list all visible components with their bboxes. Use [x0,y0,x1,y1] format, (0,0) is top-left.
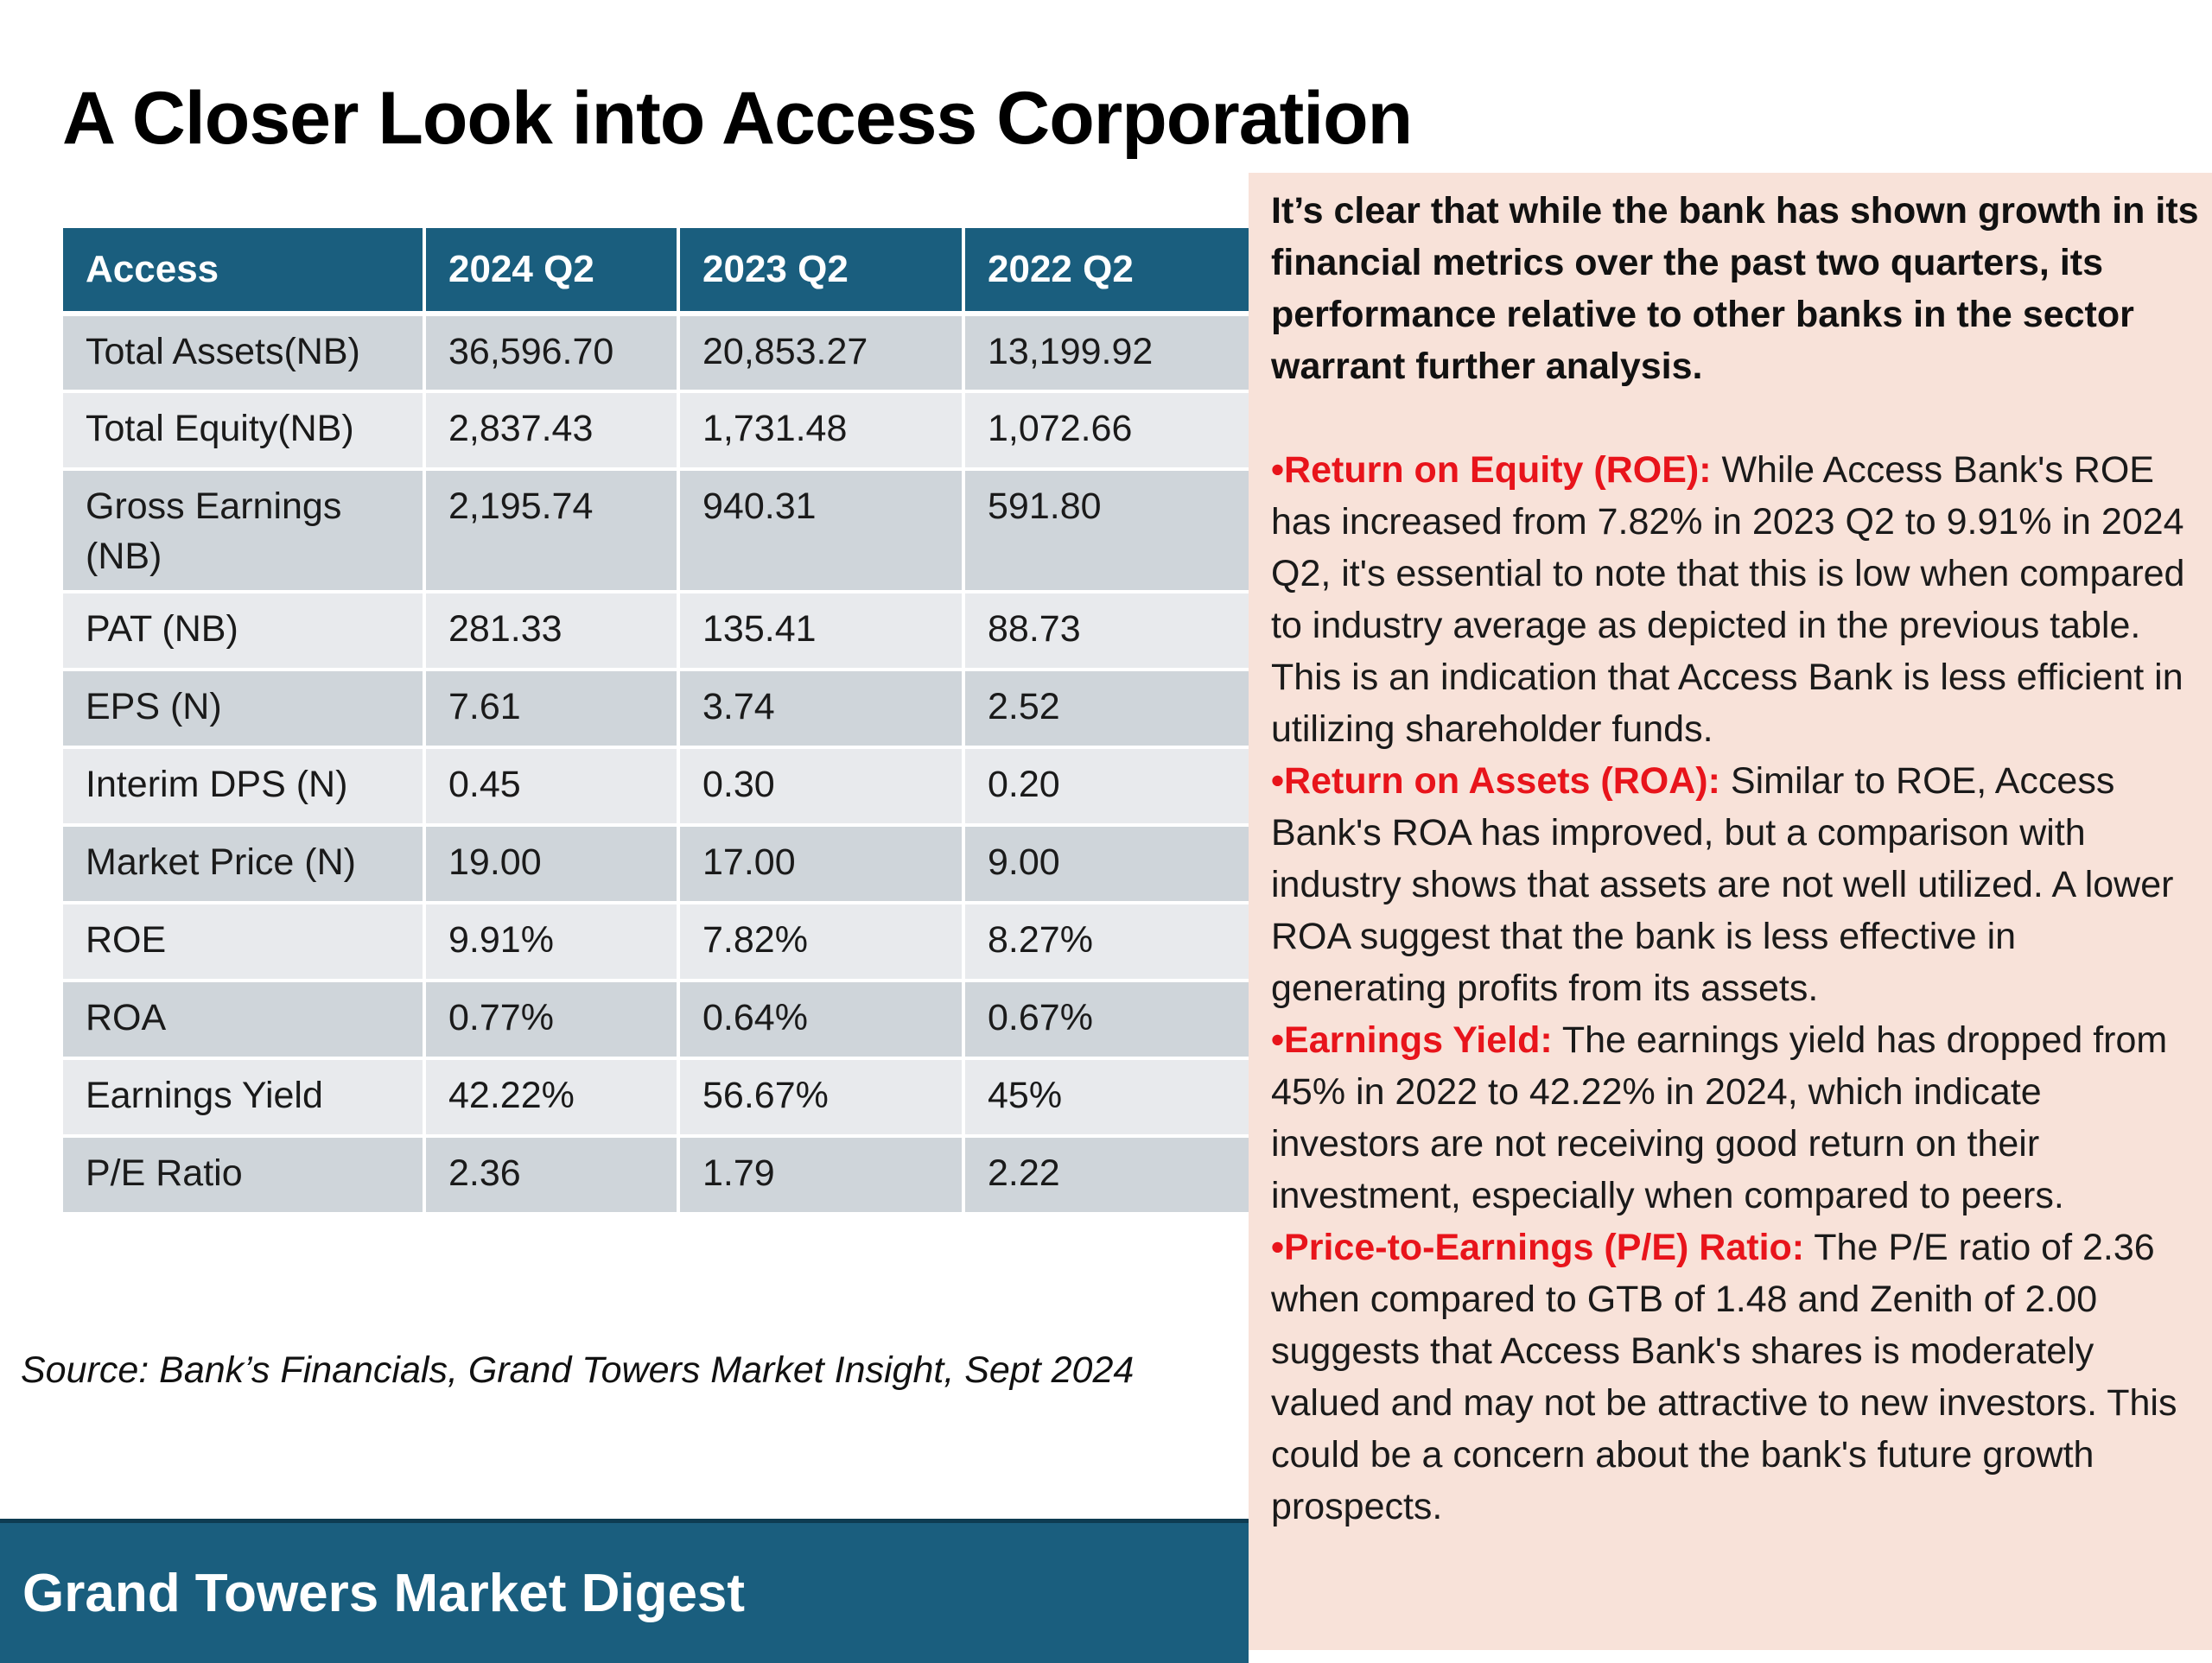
analysis-panel: It’s clear that while the bank has shown… [1249,173,2212,1650]
table-row: EPS (N) 7.61 3.74 2.52 [63,670,1249,749]
row-label: ROE [63,903,426,982]
cell-value: 0.20 [963,747,1249,827]
cell-value: 19.00 [424,825,680,904]
financials-table: Access 2024 Q2 2023 Q2 2022 Q2 Total Ass… [63,228,1249,1216]
page-title: A Closer Look into Access Corporation [62,77,1413,160]
bullet-text: Similar to ROE, Access Bank's ROA has im… [1271,760,2174,1009]
cell-value: 281.33 [424,592,680,671]
row-label: Gross Earnings (NB) [63,469,426,593]
source-note: Source: Bank’s Financials, Grand Towers … [21,1349,1135,1391]
column-header: Access [63,228,426,316]
cell-value: 2,195.74 [424,469,680,593]
cell-value: 135.41 [678,592,965,671]
table-row: Total Equity(NB) 2,837.43 1,731.48 1,072.66 [63,391,1249,471]
row-label: Total Assets(NB) [63,314,426,393]
cell-value: 1,731.48 [678,391,965,471]
cell-value: 8.27% [963,903,1249,982]
cell-value: 20,853.27 [678,314,965,393]
cell-value: 0.64% [678,981,965,1060]
table-row: Total Assets(NB) 36,596.70 20,853.27 13,199… [63,314,1249,393]
cell-value: 2.22 [963,1136,1249,1216]
cell-value: 13,199.92 [963,314,1249,393]
cell-value: 2.52 [963,670,1249,749]
row-label: Interim DPS (N) [63,747,426,827]
row-label: PAT (NB) [63,592,426,671]
bullet-text: The P/E ratio of 2.36 when compared to G… [1271,1227,2177,1527]
row-label: P/E Ratio [63,1136,426,1216]
cell-value: 7.82% [678,903,965,982]
table-header-row: Access 2024 Q2 2023 Q2 2022 Q2 [63,228,1249,316]
cell-value: 0.30 [678,747,965,827]
table-row: PAT (NB) 281.33 135.41 88.73 [63,592,1249,671]
analysis-bullet: •Price-to-Earnings (P/E) Ratio: The P/E … [1271,1222,2200,1533]
bullet-heading: •Earnings Yield: [1271,1019,1553,1061]
row-label: EPS (N) [63,670,426,749]
cell-value: 36,596.70 [424,314,680,393]
cell-value: 9.91% [424,903,680,982]
table-row: P/E Ratio 2.36 1.79 2.22 [63,1136,1249,1216]
row-label: ROA [63,981,426,1060]
cell-value: 7.61 [424,670,680,749]
bullet-heading: •Return on Assets (ROA): [1271,760,1720,802]
table-row: Earnings Yield 42.22% 56.67% 45% [63,1058,1249,1138]
bullet-text: The earnings yield has dropped from 45% … [1271,1019,2168,1216]
table-row: ROE 9.91% 7.82% 8.27% [63,903,1249,982]
cell-value: 0.67% [963,981,1249,1060]
row-label: Earnings Yield [63,1058,426,1138]
cell-value: 1,072.66 [963,391,1249,471]
table-row: Gross Earnings (NB) 2,195.74 940.31 591.80 [63,469,1249,593]
cell-value: 0.77% [424,981,680,1060]
cell-value: 0.45 [424,747,680,827]
row-label: Market Price (N) [63,825,426,904]
cell-value: 42.22% [424,1058,680,1138]
column-header: 2023 Q2 [678,228,965,316]
column-header: 2024 Q2 [424,228,680,316]
cell-value: 2,837.43 [424,391,680,471]
cell-value: 1.79 [678,1136,965,1216]
cell-value: 2.36 [424,1136,680,1216]
table-row: ROA 0.77% 0.64% 0.67% [63,981,1249,1060]
column-header: 2022 Q2 [963,228,1249,316]
analysis-bullet: •Return on Assets (ROA): Similar to ROE,… [1271,755,2200,1014]
cell-value: 56.67% [678,1058,965,1138]
analysis-bullet: •Earnings Yield: The earnings yield has … [1271,1014,2200,1222]
table-row: Interim DPS (N) 0.45 0.30 0.20 [63,747,1249,827]
cell-value: 17.00 [678,825,965,904]
bullet-heading: •Return on Equity (ROE): [1271,449,1712,491]
cell-value: 591.80 [963,469,1249,593]
bullet-text: While Access Bank's ROE has increased fr… [1271,449,2185,750]
cell-value: 940.31 [678,469,965,593]
footer-brand: Grand Towers Market Digest [22,1564,746,1623]
table-row: Market Price (N) 19.00 17.00 9.00 [63,825,1249,904]
cell-value: 45% [963,1058,1249,1138]
row-label: Total Equity(NB) [63,391,426,471]
analysis-bullet: •Return on Equity (ROE): While Access Ba… [1271,444,2200,755]
cell-value: 9.00 [963,825,1249,904]
footer-bar: Grand Towers Market Digest [0,1519,1249,1663]
analysis-intro: It’s clear that while the bank has shown… [1271,190,2199,387]
bullet-heading: •Price-to-Earnings (P/E) Ratio: [1271,1227,1805,1268]
cell-value: 3.74 [678,670,965,749]
cell-value: 88.73 [963,592,1249,671]
